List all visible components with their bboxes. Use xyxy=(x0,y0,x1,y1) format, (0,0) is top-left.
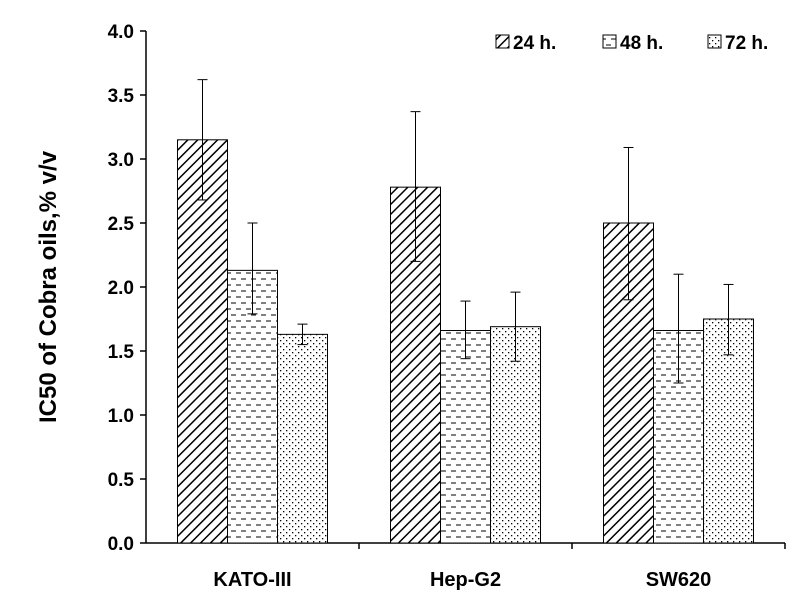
error-bar xyxy=(247,222,258,315)
error-bar xyxy=(460,300,471,360)
legend-item: 24 h. xyxy=(495,33,556,54)
error-bar xyxy=(673,273,684,384)
y-tick-label: 4.0 xyxy=(108,22,134,43)
error-bars xyxy=(197,79,734,384)
bar xyxy=(277,333,328,544)
x-tick-label: KATO-III xyxy=(213,569,291,591)
legend-item: 48 h. xyxy=(602,33,663,54)
bar xyxy=(440,330,491,544)
y-tick-label: 3.5 xyxy=(108,86,135,107)
error-bar xyxy=(723,283,734,356)
y-axis-title: IC50 of Cobra oils,% v/v xyxy=(35,150,62,423)
axes: 0.0 0.5 1.0 1.5 2.0 2.5 3.0 3.5 4.0 KATO-III Hep-G… xyxy=(108,22,786,591)
y-tick-label: 2.0 xyxy=(108,278,134,299)
error-bar xyxy=(297,323,308,346)
y-tick-label: 1.0 xyxy=(108,406,134,427)
error-bar xyxy=(410,111,421,262)
y-tick-label: 0.0 xyxy=(108,534,134,555)
x-tick-label: SW620 xyxy=(646,569,712,591)
y-tick-label: 2.5 xyxy=(108,214,135,235)
legend: 24 h. 48 h. 72 h. xyxy=(495,33,768,54)
legend-label: 48 h. xyxy=(620,33,663,54)
y-tick-label: 3.0 xyxy=(108,150,134,171)
error-bar xyxy=(510,291,521,362)
legend-label: 24 h. xyxy=(513,33,556,54)
bar xyxy=(490,326,541,544)
x-tick-label: Hep-G2 xyxy=(430,569,501,591)
bar xyxy=(703,318,754,544)
y-tick-label: 1.5 xyxy=(108,342,135,363)
error-bar xyxy=(623,146,634,301)
legend-label: 72 h. xyxy=(725,33,768,54)
legend-swatch xyxy=(602,34,617,49)
bar xyxy=(227,269,278,544)
legend-item: 72 h. xyxy=(707,33,768,54)
legend-swatch xyxy=(495,34,510,49)
y-tick-label: 0.5 xyxy=(108,470,135,491)
legend-swatch xyxy=(707,34,722,49)
error-bar xyxy=(197,79,208,201)
